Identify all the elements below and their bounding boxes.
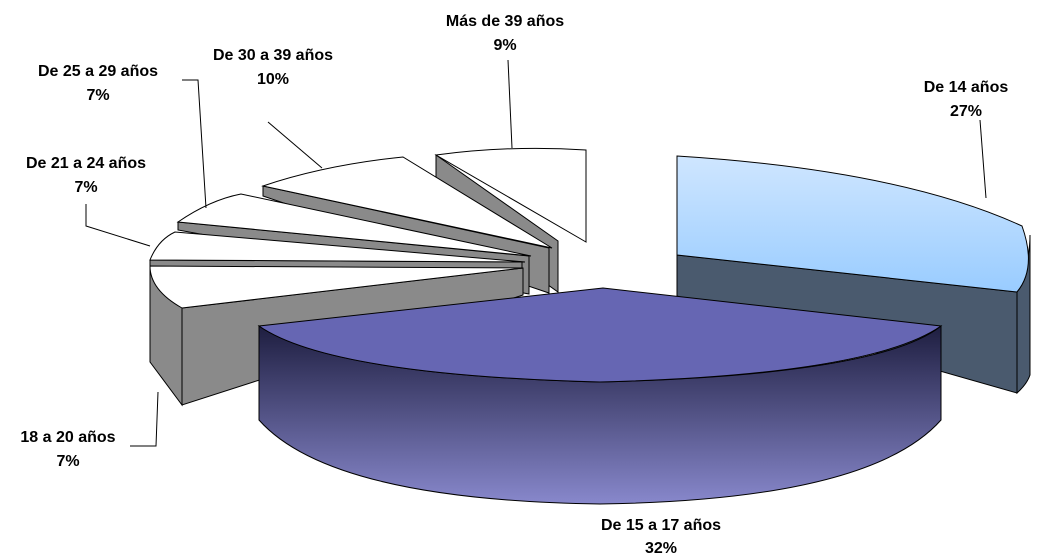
- label-25-29: De 25 a 29 años: [38, 63, 158, 80]
- value-30-39: 10%: [257, 71, 289, 88]
- label-mas-de-39: Más de 39 años: [446, 13, 564, 30]
- value-de-14: 27%: [950, 103, 982, 120]
- value-18-20: 7%: [56, 453, 79, 470]
- label-18-20: 18 a 20 años: [20, 429, 115, 446]
- slice-15-17: [257, 287, 943, 505]
- value-21-24: 7%: [74, 179, 97, 196]
- slice-18-20-top: [149, 265, 524, 309]
- slice-15-17-top: [257, 287, 943, 383]
- leader-21-24: [85, 204, 151, 247]
- value-mas-de-39: 9%: [493, 37, 516, 54]
- leader-25-29: [182, 79, 207, 209]
- label-30-39: De 30 a 39 años: [213, 47, 333, 64]
- leader-lines: [85, 59, 987, 447]
- slice-de-14-top: [676, 155, 1029, 293]
- slice-21-24-top: [149, 231, 526, 263]
- value-25-29: 7%: [86, 87, 109, 104]
- value-15-17: 32%: [645, 540, 677, 556]
- leader-30-39: [267, 121, 323, 169]
- leader-18-20: [130, 391, 159, 447]
- slice-30-39-top: [261, 156, 553, 249]
- leader-de-14: [979, 119, 987, 199]
- slice-labels: De 14 años 27% De 15 a 17 años 32% 18 a …: [20, 13, 1008, 556]
- slice-mas-de-39-top: [434, 147, 587, 243]
- label-21-24: De 21 a 24 años: [26, 155, 146, 172]
- label-15-17: De 15 a 17 años: [601, 517, 721, 534]
- leader-mas-de-39: [507, 59, 513, 149]
- slice-25-29-top: [176, 193, 532, 257]
- label-de-14: De 14 años: [924, 79, 1009, 96]
